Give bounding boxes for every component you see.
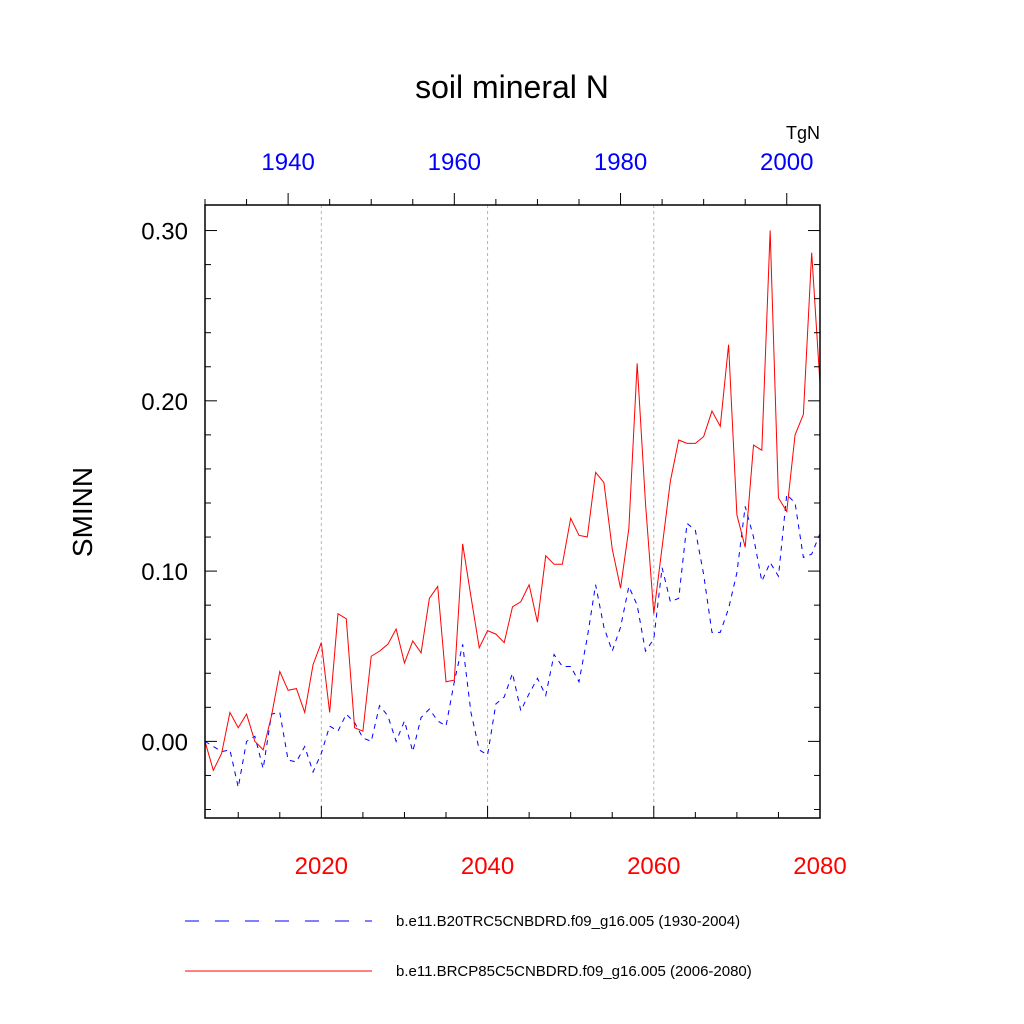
bottom-tick-label-2060: 2060 bbox=[627, 853, 680, 880]
top-tick-label-1980: 1980 bbox=[594, 149, 647, 176]
chart-title: soil mineral N bbox=[415, 69, 609, 105]
top-tick-label-1960: 1960 bbox=[428, 149, 481, 176]
top-tick-label-2000: 2000 bbox=[760, 149, 813, 176]
y-tick-label-2: 0.20 bbox=[141, 389, 188, 416]
plot-frame bbox=[204, 204, 821, 819]
bottom-tick-label-2040: 2040 bbox=[461, 853, 514, 880]
legend: b.e11.B20TRC5CNBDRD.f09_g16.005 (1930-20… bbox=[185, 913, 752, 980]
y-tick-label-3: 0.30 bbox=[141, 219, 188, 246]
y-axis-label: SMINN bbox=[67, 467, 98, 557]
series-line-historical bbox=[204, 493, 821, 788]
y-tick-label-1: 0.10 bbox=[141, 559, 188, 586]
y-tick-label-0: 0.00 bbox=[141, 729, 188, 756]
tick-labels: 2020 2040 2060 2080 1940 1960 1980 2000 0.00 0.10… bbox=[141, 149, 846, 880]
bottom-tick-label-2080: 2080 bbox=[793, 853, 846, 880]
units-label: TgN bbox=[786, 123, 820, 143]
top-tick-label-1940: 1940 bbox=[261, 149, 314, 176]
series-layer bbox=[204, 230, 821, 788]
bottom-tick-label-2020: 2020 bbox=[295, 853, 348, 880]
vertical-gridlines bbox=[320, 205, 655, 818]
axis-ticks bbox=[204, 193, 821, 818]
series-line-rcp85 bbox=[204, 230, 821, 772]
legend-label-2: b.e11.BRCP85C5CNBDRD.f09_g16.005 (2006-2… bbox=[396, 963, 752, 980]
legend-label-1: b.e11.B20TRC5CNBDRD.f09_g16.005 (1930-20… bbox=[396, 913, 740, 930]
